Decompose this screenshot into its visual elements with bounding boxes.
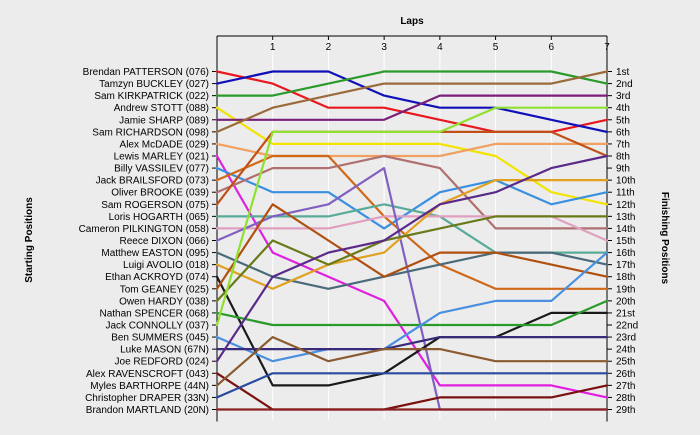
x-tick-label: 4 — [437, 42, 443, 53]
x-tick-label: 7 — [604, 42, 610, 53]
series-line-24 — [215, 336, 609, 351]
series-line-26 — [215, 372, 609, 411]
finish-position-labels: 1st2nd3rd4th5th6th7th8th9th10th11th12th1… — [616, 67, 638, 416]
start-position-label: Sam RICHARDSON (098) — [92, 127, 209, 138]
x-tick-label: 5 — [493, 42, 499, 53]
finish-position-label: 11th — [616, 188, 635, 199]
start-position-label: Matthew EASTON (095) — [101, 248, 209, 259]
start-position-label: Jack BRAILSFORD (073) — [96, 176, 209, 187]
start-position-label: Luigi AVOLIO (018) — [123, 260, 209, 271]
series-line-4 — [215, 106, 609, 206]
series-lines — [215, 70, 609, 411]
x-tick-label: 6 — [549, 42, 555, 53]
start-position-label: Owen HARDY (038) — [119, 296, 209, 307]
finish-position-label: 24th — [616, 345, 635, 356]
start-position-label: Alex RAVENSCROFT (043) — [86, 369, 209, 380]
start-position-label: Tamzyn BUCKLEY (027) — [99, 79, 209, 90]
series-line-2 — [215, 70, 609, 133]
finish-position-label: 20th — [616, 296, 635, 307]
start-position-label: Tom GEANEY (025) — [120, 284, 209, 295]
series-line-17 — [215, 179, 609, 290]
start-position-label: Jack CONNOLLY (037) — [105, 321, 209, 332]
start-position-labels: Brendan PATTERSON (076)Tamzyn BUCKLEY (0… — [79, 67, 209, 416]
start-position-label: Sam ROGERSON (075) — [101, 200, 209, 211]
start-position-label: Loris HOGARTH (065) — [109, 212, 209, 223]
finish-position-label: 6th — [616, 127, 630, 138]
finish-position-label: 25th — [616, 357, 635, 368]
start-position-label: Oliver BROOKE (039) — [111, 188, 209, 199]
finish-position-label: 12th — [616, 200, 635, 211]
start-position-label: Luke MASON (67N) — [120, 345, 209, 356]
finish-position-label: 22nd — [616, 321, 638, 332]
finish-position-label: 13th — [616, 212, 635, 223]
series-line-22 — [215, 106, 609, 327]
start-position-label: Nathan SPENCER (068) — [100, 308, 210, 319]
series-line-5 — [215, 94, 609, 121]
finish-position-label: 8th — [616, 152, 630, 163]
start-position-label: Andrew STOTT (088) — [114, 103, 209, 114]
x-tick-labels: 1 2 3 4 5 6 7 — [270, 42, 610, 53]
finish-position-label: 4th — [616, 103, 630, 114]
start-position-label: Brandon MARTLAND (20N) — [86, 405, 209, 416]
x-tick-label: 1 — [270, 42, 276, 53]
series-line-19 — [215, 203, 609, 290]
finish-position-label: 7th — [616, 139, 630, 150]
start-position-label: Ben SUMMERS (045) — [111, 333, 209, 344]
finish-position-label: 27th — [616, 381, 635, 392]
series-line-9 — [215, 167, 609, 230]
finish-position-label: 9th — [616, 164, 630, 175]
series-line-23 — [215, 251, 609, 363]
finish-position-label: 15th — [616, 236, 635, 247]
start-position-label: Joe REDFORD (024) — [115, 357, 209, 368]
start-position-label: Brendan PATTERSON (076) — [83, 67, 209, 78]
series-line-3 — [215, 70, 609, 97]
x-tick-label: 3 — [381, 42, 387, 53]
series-line-11 — [215, 154, 609, 230]
finish-position-label: 26th — [616, 369, 635, 380]
start-position-label: Christopher DRAPER (33N) — [85, 393, 209, 404]
series-line-6 — [215, 70, 609, 133]
start-position-label: Sam KIRKPATRICK (022) — [94, 91, 209, 102]
start-position-label: Reece DIXON (066) — [120, 236, 209, 247]
series-line-28 — [215, 372, 609, 399]
start-position-label: Jamie SHARP (089) — [119, 115, 209, 126]
axes — [212, 35, 612, 422]
finish-position-label: 14th — [616, 224, 635, 235]
x-axis-title: Laps — [400, 16, 424, 27]
finish-position-label: 5th — [616, 115, 630, 126]
finish-position-label: 28th — [616, 393, 635, 404]
start-position-label: Ethan ACKROYD (074) — [105, 272, 209, 283]
finish-position-label: 3rd — [616, 91, 630, 102]
finish-position-label: 21st — [616, 308, 635, 319]
series-line-10 — [215, 154, 609, 290]
start-position-label: Lewis MARLEY (021) — [114, 152, 209, 163]
finish-position-label: 2nd — [616, 79, 633, 90]
start-position-label: Myles BARTHORPE (44N) — [90, 381, 209, 392]
series-line-7 — [215, 142, 609, 158]
finish-position-label: 16th — [616, 248, 635, 259]
start-position-label: Alex McDADE (029) — [120, 139, 209, 150]
series-line-18 — [215, 275, 609, 387]
start-position-label: Cameron PILKINGTON (058) — [79, 224, 209, 235]
finish-position-label: 10th — [616, 176, 635, 187]
right-axis-title: Finishing Positions — [659, 192, 670, 285]
finish-position-label: 29th — [616, 405, 635, 416]
start-position-label: Billy VASSILEV (077) — [114, 164, 209, 175]
left-axis-title: Starting Positions — [24, 197, 35, 283]
series-line-21 — [215, 299, 609, 327]
finish-position-label: 17th — [616, 260, 635, 271]
series-line-25 — [215, 154, 609, 363]
finish-position-label: 1st — [616, 67, 630, 78]
series-line-20 — [215, 215, 609, 302]
finish-position-label: 18th — [616, 272, 635, 283]
finish-position-label: 19th — [616, 284, 635, 295]
x-tick-label: 2 — [326, 42, 332, 53]
finish-position-label: 23rd — [616, 333, 636, 344]
series-line-27 — [215, 336, 609, 387]
series-line-16 — [215, 251, 609, 290]
